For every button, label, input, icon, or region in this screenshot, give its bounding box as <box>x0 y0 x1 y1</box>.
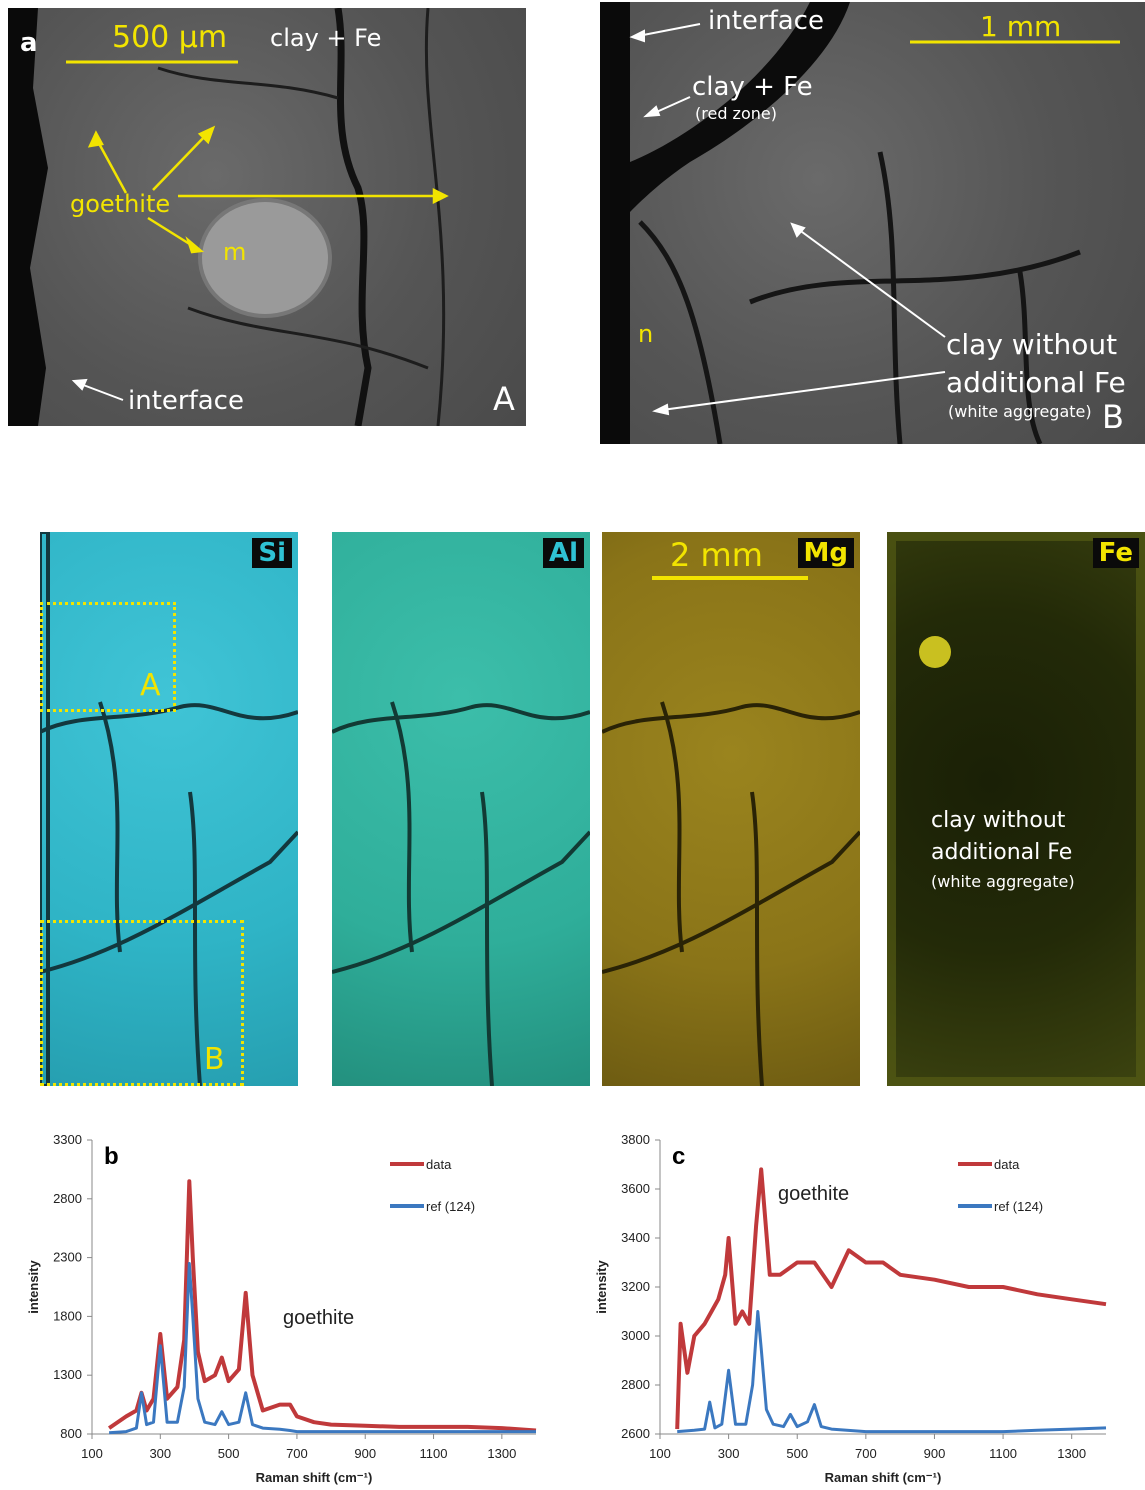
resin-edge <box>600 2 630 444</box>
map-si-cracks <box>40 532 298 1086</box>
legend-label: data <box>994 1157 1020 1172</box>
x-axis-label: Raman shift (cm⁻¹) <box>825 1470 942 1485</box>
x-tick-label: 1100 <box>420 1446 448 1461</box>
legend-label: ref (124) <box>994 1199 1043 1214</box>
n-label: n <box>638 320 654 348</box>
clay-without-label: clay without <box>946 328 1118 361</box>
region-a-label: A <box>140 668 161 703</box>
sem-panel-a-texture <box>8 8 449 426</box>
sem-panel-b-texture <box>600 2 1120 444</box>
y-axis-label: intensity <box>594 1260 609 1314</box>
raman-chart-b: 800 1300 1800 2300 2800 3300 100 300 500 700 900 11… <box>26 1132 537 1485</box>
element-tag-mg: Mg <box>797 538 854 568</box>
series-line-data <box>107 1179 537 1433</box>
crack <box>630 2 850 212</box>
panel-letter: b <box>104 1143 119 1170</box>
y-tick-label: 3800 <box>621 1132 650 1147</box>
crack <box>638 151 1081 444</box>
y-tick-label: 800 <box>60 1426 82 1441</box>
interface-label: interface <box>708 6 824 36</box>
y-tick-label: 3600 <box>621 1181 650 1196</box>
x-tick-label: 300 <box>718 1446 740 1461</box>
scale-label: 1 mm <box>980 10 1062 43</box>
y-tick-label: 1800 <box>53 1308 82 1323</box>
x-axis-label: Raman shift (cm⁻¹) <box>256 1470 373 1485</box>
crack <box>157 8 446 426</box>
resin-edge <box>8 8 48 426</box>
y-tick-label: 3300 <box>53 1132 82 1147</box>
map-mg: 2 mm Mg <box>602 532 860 1086</box>
fe-hotspot <box>919 636 951 668</box>
y-tick-label: 2300 <box>53 1250 82 1265</box>
x-tick-label: 900 <box>354 1446 376 1461</box>
fe-additional-label: additional Fe <box>931 840 1073 865</box>
region-a-box <box>40 602 176 712</box>
goethite-label: goethite <box>70 190 171 218</box>
x-tick-label: 500 <box>786 1446 808 1461</box>
annotation-label: goethite <box>778 1183 849 1205</box>
x-tick-label: 100 <box>81 1446 103 1461</box>
panel-letter: c <box>672 1143 685 1170</box>
y-tick-label: 3000 <box>621 1328 650 1343</box>
x-tick-label: 300 <box>149 1446 171 1461</box>
y-tick-label: 3200 <box>621 1279 650 1294</box>
x-tick-label: 700 <box>286 1446 308 1461</box>
y-tick-label: 2800 <box>53 1191 82 1206</box>
map-al-cracks <box>332 701 590 1086</box>
element-tag-si: Si <box>252 538 292 568</box>
series-line-ref <box>677 1310 1107 1434</box>
region-b-label: B <box>204 1042 225 1077</box>
x-tick-label: 500 <box>218 1446 240 1461</box>
y-tick-label: 1300 <box>53 1367 82 1382</box>
clay-fe-label: clay + Fe <box>692 72 813 102</box>
map-si: A B Si <box>40 532 298 1086</box>
legend-label: data <box>426 1157 452 1172</box>
element-tag-al: Al <box>542 538 584 568</box>
m-label: m <box>223 238 247 266</box>
x-tick-label: 900 <box>924 1446 946 1461</box>
fe-clay-without-label: clay without <box>931 808 1066 833</box>
map-fe: clay without additional Fe (white aggreg… <box>887 532 1145 1086</box>
additional-fe-label: additional Fe <box>946 366 1126 399</box>
scale-label: 2 mm <box>670 536 763 574</box>
annotation-arrows <box>629 23 946 416</box>
x-tick-label: 700 <box>855 1446 877 1461</box>
map-fe-texture <box>887 532 1145 1086</box>
clay-fe-label: clay + Fe <box>270 24 382 52</box>
sem-panel-a: a 500 µm clay + Fe goethite m interface … <box>8 8 526 426</box>
y-axis-label: intensity <box>26 1260 41 1314</box>
region-b-box <box>40 920 244 1086</box>
red-zone-label: (red zone) <box>695 104 777 123</box>
crack <box>334 8 372 426</box>
series-line-data <box>675 1167 1107 1430</box>
y-tick-label: 2600 <box>621 1426 650 1441</box>
x-tick-label: 1300 <box>1057 1446 1086 1461</box>
y-tick-label: 2800 <box>621 1377 650 1392</box>
legend-label: ref (124) <box>426 1199 475 1214</box>
sem-panel-b: interface 1 mm clay + Fe (red zone) n cl… <box>600 2 1145 444</box>
x-tick-label: 1300 <box>487 1446 516 1461</box>
element-tag-fe: Fe <box>1092 538 1139 568</box>
interface-arrow <box>71 378 124 401</box>
scale-label: 500 µm <box>112 20 228 55</box>
goethite-nodule-m <box>198 198 332 318</box>
x-tick-label: 1100 <box>989 1446 1017 1461</box>
interface-label: interface <box>128 386 244 416</box>
goethite-arrows <box>87 125 449 254</box>
map-al: Al <box>332 532 590 1086</box>
x-tick-label: 100 <box>649 1446 671 1461</box>
series-line-ref <box>108 1262 536 1435</box>
raman-chart-c: 2600 2800 3000 3200 3400 3600 3800 100 300 500 700… <box>594 1132 1107 1485</box>
annotation-label: goethite <box>283 1307 354 1329</box>
corner-label: A <box>493 380 515 418</box>
fe-white-aggregate-label: (white aggregate) <box>931 872 1075 891</box>
panel-letter: a <box>20 28 38 58</box>
corner-label: B <box>1102 398 1124 436</box>
y-tick-label: 3400 <box>621 1230 650 1245</box>
map-mg-cracks <box>602 576 860 1086</box>
white-aggregate-label: (white aggregate) <box>948 402 1092 421</box>
